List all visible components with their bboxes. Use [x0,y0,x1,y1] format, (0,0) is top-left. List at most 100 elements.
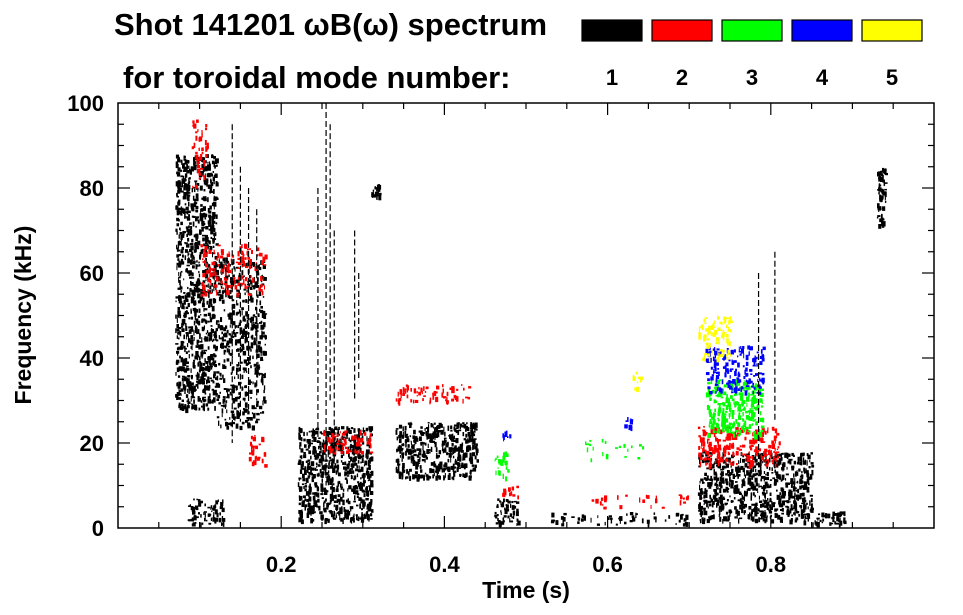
mode-1-pixel [190,272,194,275]
mode-2-pixel [262,290,264,296]
mode-1-pixel [741,494,744,497]
legend-swatch-mode-5 [861,19,923,42]
mode-1-pixel [752,483,755,487]
mode-2-pixel [369,433,372,438]
mode-1-pixel [354,490,359,495]
mode-1-pixel [345,431,348,437]
mode-1-pixel [195,407,198,411]
mode-1-pixel [220,343,223,349]
mode-4-pixel [714,347,716,353]
mode-1-pixel [260,320,263,323]
mode-2-pixel [354,435,357,440]
mode-3-pixel [745,411,748,414]
mode-1-pixel [299,428,303,434]
mode-1-pixel [739,504,742,510]
mode-1-pixel [336,498,340,503]
mode-5-feature [632,371,643,393]
mode-1-pixel [195,318,199,324]
mode-1-pixel [469,469,474,472]
mode-2-pixel [456,388,459,391]
mode-1-pixel [740,465,744,470]
mode-2-pixel [602,503,604,506]
mode-1-pixel [198,361,202,363]
mode-1-pixel [214,280,217,283]
mode-1-pixel [232,398,236,404]
mode-1-pixel [203,406,205,412]
mode-1-pixel [179,227,181,230]
mode-1-pixel [229,361,232,367]
mode-1-pixel [725,511,729,515]
mode-2-pixel [209,283,211,286]
mode-3-pixel [759,417,763,422]
mode-1-pixel [427,434,430,439]
mode-1-pixel [737,475,739,479]
mode-2-pixel [226,264,230,271]
mode-1-pixel [206,379,208,385]
mode-1-pixel [812,522,814,528]
mode-1-pixel [193,330,195,336]
mode-1-pixel [366,492,369,497]
mode-1-pixel [402,462,405,469]
mode-1-pixel [331,458,333,464]
mode-1-pixel [175,300,177,303]
mode-1-pixel [716,484,719,487]
mode-1-pixel [427,449,431,452]
mode-1-pixel [457,464,461,468]
mode-1-pixel [230,277,233,281]
mode-1-pixel [884,188,887,191]
mode-1-pixel [188,225,190,229]
mode-1-pixel [362,430,366,433]
mode-1-pixel [703,511,705,516]
mode-1-pixel [769,492,772,496]
mode-5-feature [698,315,733,363]
mode-1-pixel [188,194,191,197]
mode-4-pixel [715,378,718,383]
mode-4-pixel [737,373,740,377]
mode-1-pixel [345,499,349,503]
mode-1-pixel [453,435,455,439]
mode-1-pixel [336,469,339,473]
mode-4-pixel [761,354,764,360]
mode-1-pixel [321,460,323,466]
mode-1-pixel [239,425,243,431]
mode-3-pixel [748,416,750,419]
mode-4-pixel [705,372,710,375]
mode-1-pixel [367,479,370,482]
mode-1-pixel [551,519,555,524]
mode-1-pixel [196,198,199,201]
mode-1-pixel [212,238,215,243]
mode-1-pixel [312,450,315,455]
mode-5-pixel [723,332,727,334]
mode-1-pixel [432,431,436,436]
mode-1-pixel [809,500,811,506]
mode-1-pixel [742,455,745,458]
mode-2-pixel [195,135,198,141]
mode-1-pixel [350,474,352,480]
mode-2-pixel [245,266,249,268]
mode-1-pixel [304,485,308,488]
mode-1-pixel [347,446,350,449]
mode-1-pixel [744,463,748,468]
mode-2-pixel [755,429,758,433]
mode-1-pixel [200,522,202,528]
mode-2-pixel [769,453,771,459]
mode-4-pixel [717,368,720,370]
mode-1-pixel [253,337,256,343]
mode-1-pixel [197,281,201,286]
mode-3-pixel [722,402,726,407]
mode-1-pixel [239,294,241,299]
mode-1-pixel [311,468,315,471]
mode-1-pixel [562,517,566,522]
mode-1-pixel [721,503,725,507]
mode-1-pixel [249,423,251,429]
mode-2-pixel [746,454,749,459]
mode-1-pixel [301,483,304,486]
mode-1-pixel [188,165,190,169]
mode-5-pixel [726,338,729,344]
mode-2-pixel [707,462,709,465]
mode-1-pixel [180,394,182,396]
mode-1-pixel [469,447,472,451]
mode-1-pixel [360,466,364,472]
mode-5-pixel [640,377,642,383]
mode-1-pixel [755,482,758,487]
